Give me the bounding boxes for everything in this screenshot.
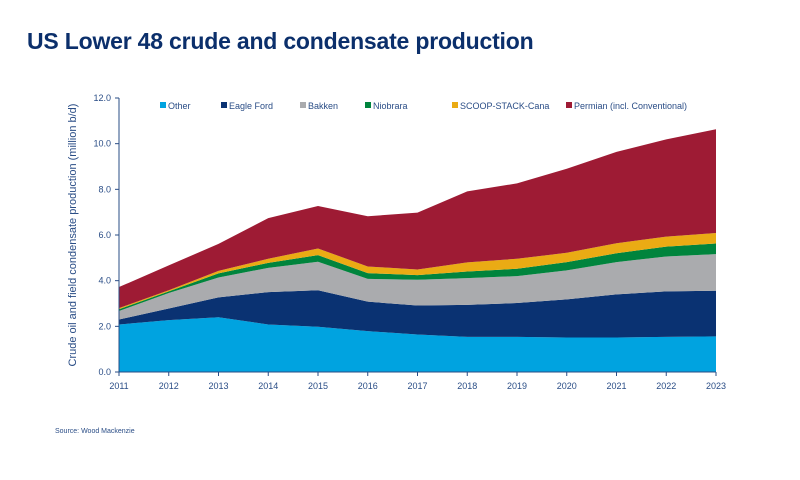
legend-label: Eagle Ford [229, 101, 273, 111]
y-tick-label: 12.0 [93, 93, 111, 103]
y-tick-label: 8.0 [98, 184, 111, 194]
x-tick-label: 2016 [358, 381, 378, 391]
x-tick-label: 2018 [457, 381, 477, 391]
legend-swatch [365, 102, 371, 108]
legend-label: Permian (incl. Conventional) [574, 101, 687, 111]
legend-swatch [160, 102, 166, 108]
legend-swatch [221, 102, 227, 108]
legend-label: Bakken [308, 101, 338, 111]
x-tick-label: 2011 [109, 381, 128, 391]
area-permian-incl-conventional [119, 129, 716, 309]
y-tick-label: 0.0 [98, 367, 111, 377]
y-axis-label: Crude oil and field condensate productio… [67, 104, 79, 367]
x-tick-label: 2012 [159, 381, 179, 391]
legend-swatch [300, 102, 306, 108]
legend-label: Niobrara [373, 101, 408, 111]
area-other [119, 317, 716, 372]
legend-label: Other [168, 101, 191, 111]
x-tick-label: 2017 [407, 381, 427, 391]
x-tick-label: 2020 [557, 381, 577, 391]
area-eagle-ford [119, 290, 716, 338]
area-bakken [119, 254, 716, 320]
x-tick-label: 2023 [706, 381, 726, 391]
legend-swatch [452, 102, 458, 108]
x-tick-label: 2021 [606, 381, 626, 391]
area-scoop-stack-cana [119, 232, 716, 310]
area-niobrara [119, 243, 716, 312]
x-tick-label: 2019 [507, 381, 527, 391]
x-tick-label: 2015 [308, 381, 328, 391]
y-tick-label: 6.0 [98, 230, 111, 240]
x-tick-label: 2022 [656, 381, 676, 391]
legend-label: SCOOP-STACK-Cana [460, 101, 549, 111]
page-title: US Lower 48 crude and condensate product… [27, 28, 534, 54]
x-tick-label: 2013 [208, 381, 228, 391]
x-tick-label: 2014 [258, 381, 278, 391]
y-tick-label: 2.0 [98, 321, 111, 331]
legend-swatch [566, 102, 572, 108]
y-tick-label: 4.0 [98, 276, 111, 286]
y-tick-label: 10.0 [93, 139, 111, 149]
source-note: Source: Wood Mackenzie [55, 428, 135, 435]
